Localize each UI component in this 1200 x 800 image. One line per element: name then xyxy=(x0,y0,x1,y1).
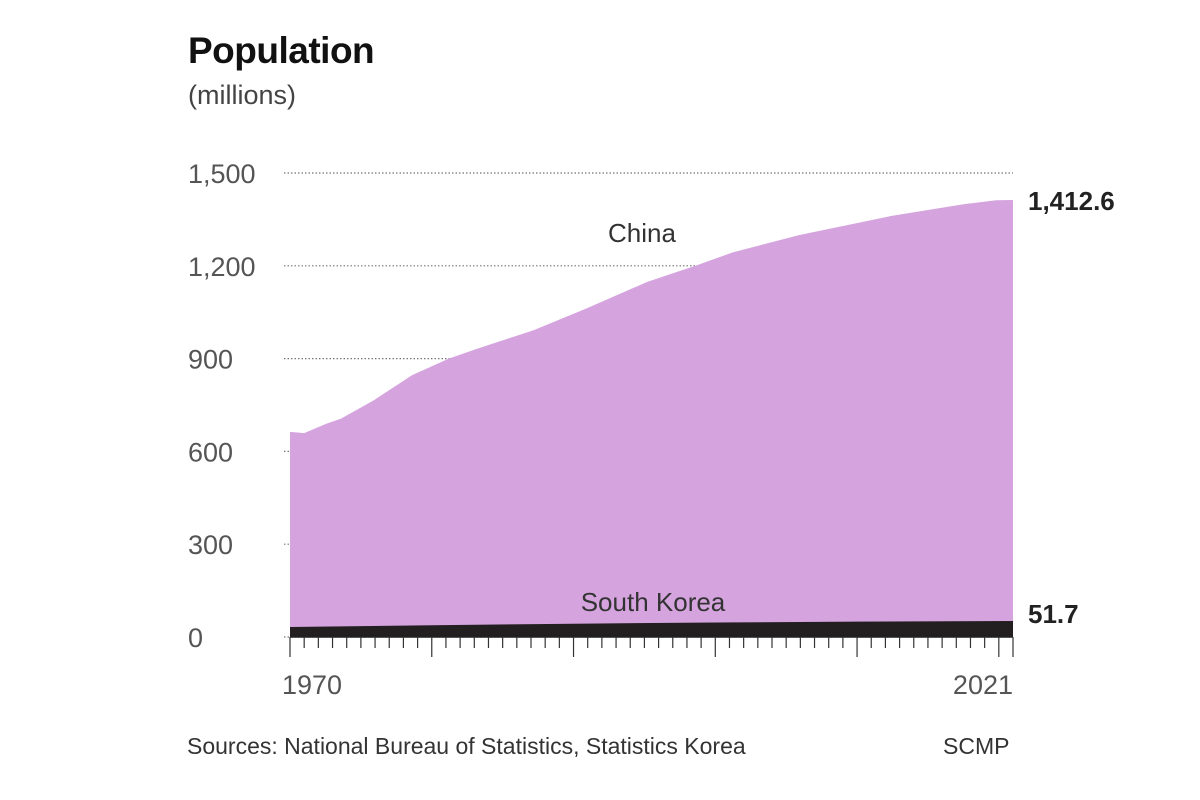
y-tick-label: 1,500 xyxy=(188,159,256,189)
china-end-label: 1,412.6 xyxy=(1028,186,1115,216)
y-tick-label: 900 xyxy=(188,345,233,375)
y-tick-label: 0 xyxy=(188,623,203,653)
south-korea-series-label: South Korea xyxy=(581,587,726,617)
source-note: Sources: National Bureau of Statistics, … xyxy=(187,733,746,759)
y-tick-label: 600 xyxy=(188,437,233,467)
china-series-label: China xyxy=(608,218,676,248)
x-tick-label: 1970 xyxy=(282,670,342,700)
south-korea-end-label: 51.7 xyxy=(1028,599,1079,629)
y-tick-label: 1,200 xyxy=(188,252,256,282)
y-tick-label: 300 xyxy=(188,530,233,560)
china-area xyxy=(290,200,1013,637)
chart-title: Population xyxy=(188,30,375,71)
south-korea-area xyxy=(290,621,1013,637)
chart-subtitle: (millions) xyxy=(188,80,296,110)
x-tick-label: 2021 xyxy=(953,670,1013,700)
credit: SCMP xyxy=(943,733,1010,759)
